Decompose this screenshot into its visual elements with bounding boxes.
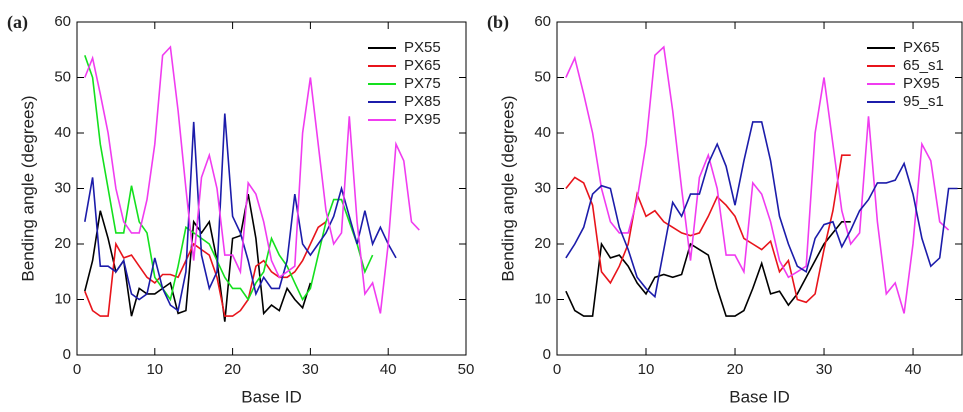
x-tick-label: 50 [458,361,475,378]
y-tick-label: 10 [534,290,551,307]
y-tick-label: 40 [54,124,71,141]
x-tick-label: 10 [146,361,163,378]
panel: 0 10 20 30 40 50 0 10 20 30 40 50 60 Base ID Bending a… [7,12,474,406]
series-line [84,221,327,317]
series-line [565,154,851,304]
legend-label: PX75 [404,75,441,92]
legend-label: PX85 [404,93,441,110]
y-tick-label: 30 [534,179,551,196]
y-tick-label: 30 [54,179,71,196]
series-line [565,121,958,299]
y-tick-label: 20 [54,235,71,252]
legend-label: PX55 [404,39,441,56]
x-axis-title: Base ID [241,387,301,406]
legend-label: PX95 [903,75,940,92]
x-tick-label: 0 [553,361,561,378]
y-tick-label: 50 [54,68,71,85]
y-axis-title: Bending angle (degrees) [18,95,37,281]
y-tick-label: 60 [534,13,551,30]
x-tick-label: 20 [727,361,744,378]
panel-label: (a) [7,12,28,33]
x-tick-label: 30 [816,361,833,378]
legend-label: 95_s1 [903,93,944,110]
x-tick-label: 20 [224,361,241,378]
x-axis-title: Base ID [729,387,789,406]
series-line [84,113,397,312]
y-tick-label: 60 [54,13,71,30]
panel-label: (b) [487,12,509,33]
x-tick-label: 10 [638,361,655,378]
series-line [565,221,851,317]
series-line [84,55,374,302]
x-tick-label: 40 [380,361,397,378]
y-tick-label: 40 [534,124,551,141]
x-tick-label: 40 [905,361,922,378]
y-tick-label: 50 [534,68,551,85]
legend-label: PX95 [404,111,441,128]
panel: 0 10 20 30 40 0 10 20 30 40 50 60 Base ID Bending ang… [487,12,963,406]
y-tick-label: 0 [63,346,71,363]
y-axis-title: Bending angle (degrees) [498,95,517,281]
x-tick-label: 0 [73,361,81,378]
x-tick-label: 30 [302,361,319,378]
legend-label: PX65 [903,39,940,56]
y-tick-label: 20 [534,235,551,252]
series-line [565,45,950,314]
legend-label: 65_s1 [903,57,944,74]
y-tick-label: 10 [54,290,71,307]
legend-label: PX65 [404,57,441,74]
series-line [84,45,420,314]
y-tick-label: 0 [543,346,551,363]
